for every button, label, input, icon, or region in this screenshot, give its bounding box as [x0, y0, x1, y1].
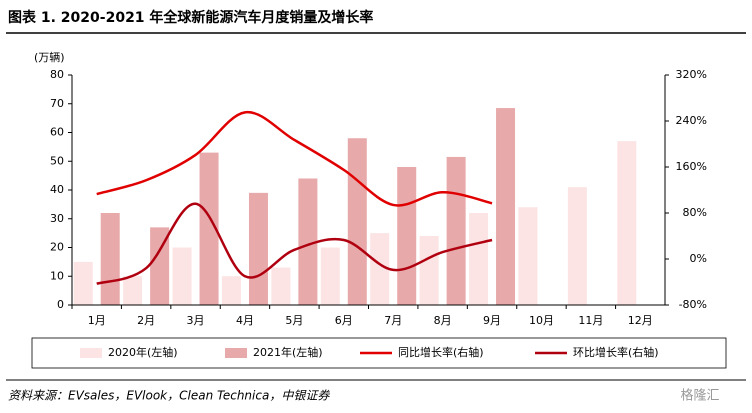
y2-tick-label: -80% — [679, 298, 707, 311]
y-tick-label: 10 — [50, 269, 64, 282]
x-tick-label: 8月 — [434, 314, 452, 327]
bar — [370, 233, 390, 305]
legend-label: 2021年(左轴) — [253, 345, 323, 359]
bar — [320, 247, 340, 305]
bar — [221, 276, 241, 305]
x-tick-label: 1月 — [88, 314, 106, 327]
line — [96, 111, 493, 207]
y-tick-label: 40 — [50, 183, 64, 196]
y2-tick-label: 320% — [676, 68, 707, 81]
bar — [518, 207, 538, 305]
bar — [100, 213, 120, 305]
source: 资料来源：EVsales，EVlook，Clean Technica，中银证券 — [8, 389, 330, 403]
y-tick-label: 30 — [50, 212, 64, 225]
bar — [617, 141, 637, 305]
bar — [271, 267, 291, 305]
bar — [347, 138, 367, 305]
x-tick-label: 7月 — [384, 314, 402, 327]
bar — [419, 236, 439, 305]
bar — [123, 276, 143, 305]
watermark: 格隆汇 — [680, 388, 719, 404]
legend-label: 环比增长率(右轴) — [573, 345, 659, 359]
x-tick-label: 4月 — [236, 314, 254, 327]
legend-label: 同比增长率(右轴) — [398, 345, 484, 359]
x-tick-label: 11月 — [578, 314, 603, 327]
x-tick-label: 3月 — [187, 314, 205, 327]
bar — [248, 192, 268, 305]
bar — [199, 152, 219, 305]
chart-title: 图表 1. 2020-2021 年全球新能源汽车月度销量及增长率 — [8, 9, 373, 26]
legend-box — [31, 337, 727, 369]
legend-swatch — [225, 348, 247, 358]
x-tick-label: 10月 — [529, 314, 554, 327]
legend-swatch — [80, 348, 102, 358]
bar — [172, 247, 192, 305]
y-tick-label: 70 — [50, 97, 64, 110]
x-tick-label: 6月 — [335, 314, 353, 327]
y-tick-label: 80 — [50, 68, 64, 81]
y-tick-label: 20 — [50, 241, 64, 254]
x-tick-label: 2月 — [137, 314, 155, 327]
y-tick-label: 0 — [57, 298, 64, 311]
y2-tick-label: 240% — [676, 114, 707, 127]
y-tick-label: 60 — [50, 126, 64, 139]
bar — [73, 261, 93, 305]
bar — [496, 108, 516, 305]
legend-label: 2020年(左轴) — [108, 345, 178, 359]
bar — [150, 227, 170, 305]
bar — [469, 213, 489, 305]
bar — [567, 187, 587, 305]
x-tick-label: 9月 — [483, 314, 501, 327]
y2-tick-label: 0% — [690, 252, 707, 265]
y-axis-label: (万辆) — [34, 50, 65, 64]
bar — [298, 178, 318, 305]
bar — [397, 167, 417, 305]
x-tick-label: 12月 — [628, 314, 653, 327]
y2-tick-label: 80% — [683, 206, 707, 219]
x-tick-label: 5月 — [285, 314, 303, 327]
y-tick-label: 50 — [50, 154, 64, 167]
bar — [446, 156, 466, 305]
line — [96, 202, 493, 285]
y2-tick-label: 160% — [676, 160, 707, 173]
